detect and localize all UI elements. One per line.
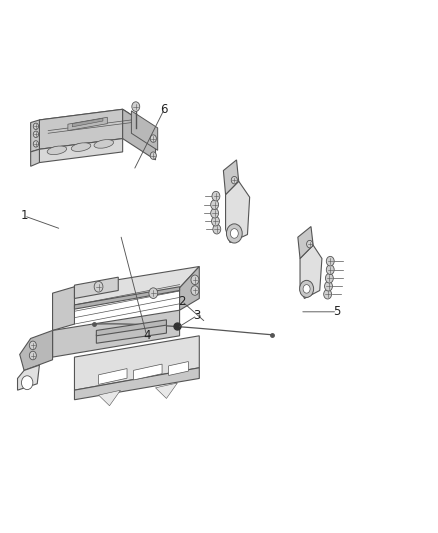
- Circle shape: [307, 240, 313, 248]
- Circle shape: [326, 256, 334, 266]
- Circle shape: [132, 102, 140, 111]
- Polygon shape: [68, 117, 107, 131]
- Polygon shape: [300, 245, 322, 298]
- Circle shape: [211, 208, 219, 218]
- Circle shape: [21, 376, 33, 390]
- Circle shape: [325, 273, 333, 283]
- Polygon shape: [226, 181, 250, 243]
- Circle shape: [211, 200, 219, 209]
- Polygon shape: [53, 287, 74, 330]
- Polygon shape: [53, 310, 180, 357]
- Circle shape: [94, 281, 103, 292]
- Polygon shape: [298, 227, 313, 259]
- Circle shape: [29, 341, 36, 350]
- Circle shape: [150, 152, 156, 159]
- Circle shape: [29, 351, 36, 360]
- Circle shape: [326, 265, 334, 274]
- Polygon shape: [39, 109, 123, 149]
- Polygon shape: [31, 120, 39, 152]
- Polygon shape: [39, 109, 155, 141]
- Polygon shape: [169, 361, 188, 375]
- Polygon shape: [96, 320, 166, 336]
- Polygon shape: [131, 111, 158, 150]
- Polygon shape: [74, 368, 199, 400]
- Polygon shape: [99, 390, 120, 406]
- Polygon shape: [155, 383, 177, 399]
- Text: 5: 5: [334, 305, 341, 318]
- Circle shape: [33, 131, 39, 138]
- Circle shape: [33, 141, 39, 147]
- Circle shape: [33, 123, 39, 130]
- Polygon shape: [53, 266, 199, 309]
- Circle shape: [149, 288, 158, 298]
- Text: 3: 3: [194, 309, 201, 322]
- Polygon shape: [134, 364, 162, 380]
- Ellipse shape: [71, 143, 91, 151]
- Circle shape: [191, 275, 199, 285]
- Text: 4: 4: [143, 329, 151, 342]
- Circle shape: [226, 224, 242, 243]
- Circle shape: [230, 229, 238, 238]
- Polygon shape: [74, 336, 199, 390]
- Polygon shape: [74, 287, 180, 309]
- Circle shape: [324, 289, 332, 299]
- Text: 2: 2: [178, 295, 186, 308]
- Ellipse shape: [47, 146, 67, 155]
- Polygon shape: [31, 149, 39, 166]
- Polygon shape: [123, 109, 155, 160]
- Polygon shape: [223, 160, 239, 195]
- Polygon shape: [99, 369, 127, 384]
- Polygon shape: [20, 330, 53, 370]
- Circle shape: [191, 286, 199, 295]
- Circle shape: [325, 281, 332, 291]
- Polygon shape: [74, 277, 118, 298]
- Ellipse shape: [94, 140, 113, 148]
- Circle shape: [300, 280, 314, 297]
- Text: 6: 6: [160, 103, 168, 116]
- Circle shape: [150, 135, 156, 142]
- Circle shape: [231, 176, 237, 184]
- Polygon shape: [18, 365, 39, 390]
- Text: 1: 1: [20, 209, 28, 222]
- Circle shape: [212, 216, 219, 226]
- Polygon shape: [96, 324, 166, 343]
- Circle shape: [212, 191, 220, 201]
- Polygon shape: [39, 139, 123, 163]
- Polygon shape: [72, 118, 103, 127]
- Polygon shape: [180, 266, 199, 310]
- Circle shape: [213, 224, 221, 234]
- Circle shape: [303, 285, 310, 293]
